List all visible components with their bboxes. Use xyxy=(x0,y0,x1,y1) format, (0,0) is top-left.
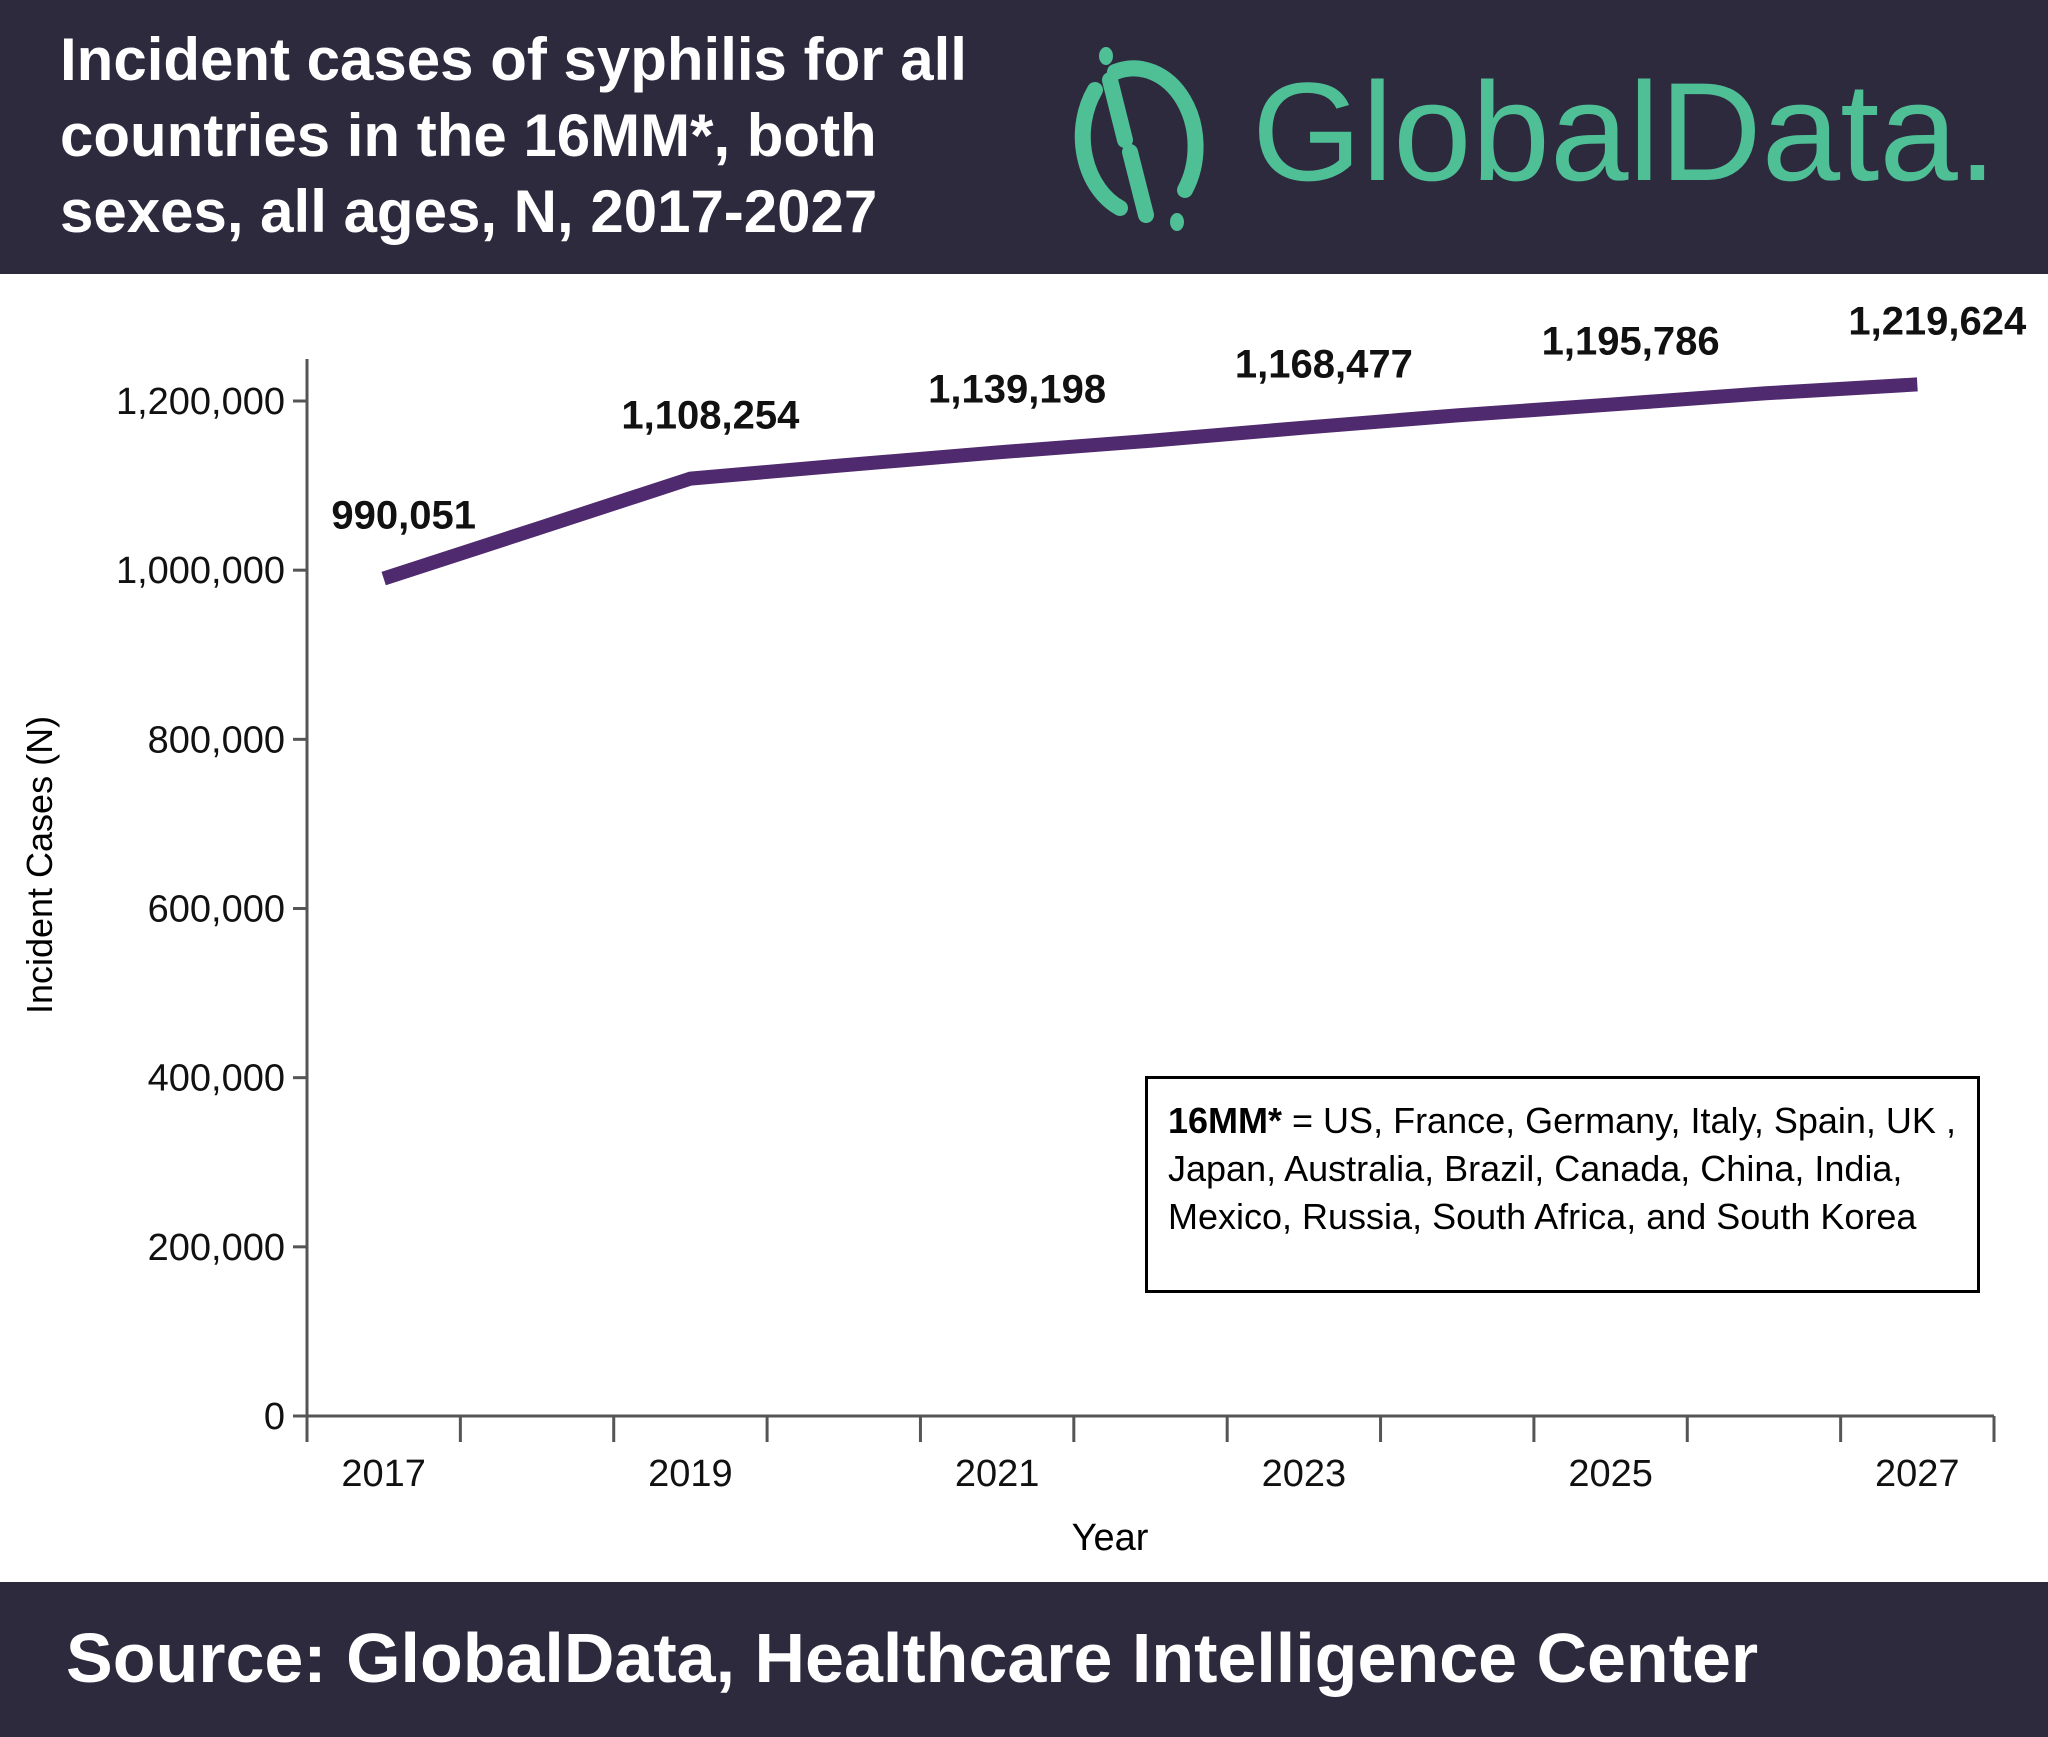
x-axis: 2017 2019 2021 2023 2025 2027 xyxy=(305,1414,1996,1495)
y-tick-label: 0 xyxy=(264,1396,285,1438)
y-tick-label: 200,000 xyxy=(148,1227,285,1269)
y-tick-label: 1,200,000 xyxy=(116,381,285,423)
data-labels: 990,051 1,108,254 1,139,198 1,168,477 1,195,… xyxy=(331,299,2027,537)
source-text: Source: GlobalData, Healthcare Intellige… xyxy=(66,1619,1759,1697)
line-chart: 0 200,000 400,000 600,000 800,000 1,000,000 1,… xyxy=(19,299,2027,1559)
logo-wordmark: GlobalData. xyxy=(1252,53,1997,210)
x-tick-label: 2017 xyxy=(341,1453,426,1495)
logo-arc-right xyxy=(1107,60,1204,198)
logo-arc-left xyxy=(1074,82,1128,216)
logo-dot-top xyxy=(1099,47,1113,65)
footer-banner: Source: GlobalData, Healthcare Intellige… xyxy=(0,1582,2048,1737)
y-tick-label: 800,000 xyxy=(148,719,285,761)
logo-bar-bottom xyxy=(1122,144,1154,223)
data-label: 1,108,254 xyxy=(621,394,800,438)
16mm-definition-note: 16MM* = US, France, Germany, Italy, Spai… xyxy=(1145,1076,1980,1293)
data-label: 1,219,624 xyxy=(1848,299,2027,343)
y-axis: 0 200,000 400,000 600,000 800,000 1,000,000 1,… xyxy=(116,359,309,1438)
note-term: 16MM* xyxy=(1168,1100,1283,1141)
title-line: sexes, all ages, N, 2017-2027 xyxy=(60,178,878,245)
x-tick-label: 2025 xyxy=(1568,1453,1653,1495)
title-line: Incident cases of syphilis for all xyxy=(60,26,967,93)
y-tick-label: 600,000 xyxy=(148,889,285,931)
x-tick-label: 2027 xyxy=(1875,1453,1960,1495)
header-banner: Incident cases of syphilis for all count… xyxy=(0,0,2048,274)
y-axis-label: Incident Cases (N) xyxy=(19,716,60,1014)
title-line: countries in the 16MM*, both xyxy=(60,102,877,169)
chart-title: Incident cases of syphilis for all count… xyxy=(60,22,1060,250)
data-label: 1,139,198 xyxy=(928,367,1106,411)
y-tick-label: 400,000 xyxy=(148,1058,285,1100)
x-tick-label: 2019 xyxy=(648,1453,733,1495)
data-label: 1,195,786 xyxy=(1542,320,1720,364)
logo-dot-bottom xyxy=(1170,213,1184,231)
y-tick-label: 1,000,000 xyxy=(116,550,285,592)
x-axis-label: Year xyxy=(1072,1517,1149,1559)
series-line xyxy=(381,377,1918,586)
globaldata-logo: GlobalData. xyxy=(1074,47,1997,231)
x-tick-label: 2021 xyxy=(955,1453,1040,1495)
data-label: 1,168,477 xyxy=(1235,343,1413,387)
data-label: 990,051 xyxy=(331,494,476,538)
note-definition: = US, France, Germany, Italy, Spain, UK … xyxy=(1168,1100,1956,1237)
logo-bar-top xyxy=(1102,72,1133,148)
x-tick-label: 2023 xyxy=(1262,1453,1347,1495)
